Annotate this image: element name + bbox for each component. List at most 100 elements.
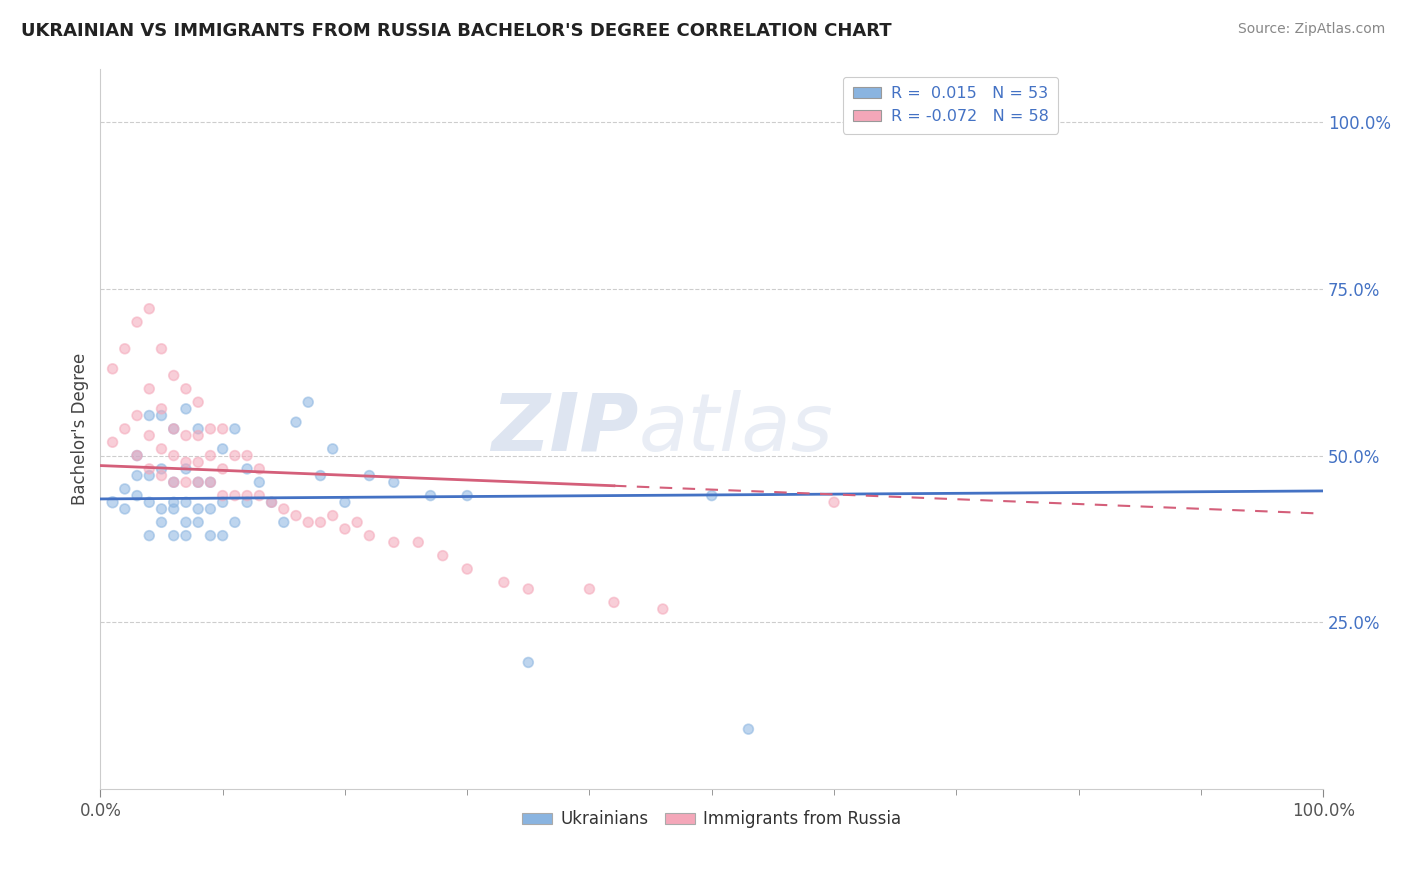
Point — [236, 495, 259, 509]
Point — [309, 516, 332, 530]
Point — [150, 468, 173, 483]
Point — [236, 489, 259, 503]
Point — [150, 442, 173, 456]
Point — [138, 495, 160, 509]
Point — [333, 522, 356, 536]
Point — [224, 489, 246, 503]
Point — [174, 516, 197, 530]
Point — [211, 422, 233, 436]
Point — [359, 468, 381, 483]
Point — [211, 528, 233, 542]
Point — [187, 475, 209, 490]
Point — [138, 468, 160, 483]
Point — [174, 475, 197, 490]
Point — [163, 368, 186, 383]
Point — [138, 382, 160, 396]
Point — [150, 409, 173, 423]
Point — [382, 535, 405, 549]
Point — [285, 508, 308, 523]
Point — [163, 422, 186, 436]
Point — [200, 502, 222, 516]
Point — [211, 462, 233, 476]
Point — [125, 449, 148, 463]
Point — [163, 528, 186, 542]
Text: Source: ZipAtlas.com: Source: ZipAtlas.com — [1237, 22, 1385, 37]
Point — [125, 468, 148, 483]
Point — [578, 582, 600, 596]
Point — [309, 468, 332, 483]
Point — [138, 301, 160, 316]
Point — [211, 489, 233, 503]
Point — [187, 455, 209, 469]
Point — [174, 455, 197, 469]
Text: ZIP: ZIP — [491, 390, 638, 468]
Point — [125, 489, 148, 503]
Point — [456, 489, 478, 503]
Point — [114, 502, 136, 516]
Point — [114, 422, 136, 436]
Point — [114, 482, 136, 496]
Point — [163, 495, 186, 509]
Point — [285, 415, 308, 429]
Point — [700, 489, 723, 503]
Point — [273, 516, 295, 530]
Point — [200, 475, 222, 490]
Point — [138, 428, 160, 442]
Point — [150, 342, 173, 356]
Point — [200, 528, 222, 542]
Point — [150, 462, 173, 476]
Point — [174, 528, 197, 542]
Point — [101, 495, 124, 509]
Point — [211, 495, 233, 509]
Point — [432, 549, 454, 563]
Point — [737, 722, 759, 736]
Point — [247, 462, 270, 476]
Point — [651, 602, 673, 616]
Point — [322, 442, 344, 456]
Point — [456, 562, 478, 576]
Point — [174, 382, 197, 396]
Point — [150, 502, 173, 516]
Point — [492, 575, 515, 590]
Point — [260, 495, 283, 509]
Point — [236, 449, 259, 463]
Point — [297, 516, 319, 530]
Point — [174, 428, 197, 442]
Point — [163, 475, 186, 490]
Point — [174, 495, 197, 509]
Point — [150, 516, 173, 530]
Point — [200, 422, 222, 436]
Point — [406, 535, 429, 549]
Legend: Ukrainians, Immigrants from Russia: Ukrainians, Immigrants from Russia — [515, 804, 908, 835]
Point — [163, 449, 186, 463]
Point — [419, 489, 441, 503]
Y-axis label: Bachelor's Degree: Bachelor's Degree — [72, 352, 89, 505]
Point — [114, 342, 136, 356]
Point — [138, 409, 160, 423]
Point — [224, 422, 246, 436]
Point — [125, 449, 148, 463]
Point — [517, 656, 540, 670]
Text: atlas: atlas — [638, 390, 834, 468]
Point — [138, 462, 160, 476]
Point — [224, 449, 246, 463]
Point — [125, 409, 148, 423]
Point — [187, 395, 209, 409]
Point — [138, 528, 160, 542]
Point — [247, 489, 270, 503]
Point — [187, 428, 209, 442]
Point — [273, 502, 295, 516]
Point — [346, 516, 368, 530]
Point — [101, 361, 124, 376]
Point — [163, 422, 186, 436]
Point — [823, 495, 845, 509]
Point — [200, 449, 222, 463]
Point — [236, 462, 259, 476]
Point — [163, 475, 186, 490]
Point — [247, 475, 270, 490]
Point — [224, 516, 246, 530]
Point — [163, 502, 186, 516]
Point — [174, 462, 197, 476]
Point — [187, 502, 209, 516]
Point — [150, 401, 173, 416]
